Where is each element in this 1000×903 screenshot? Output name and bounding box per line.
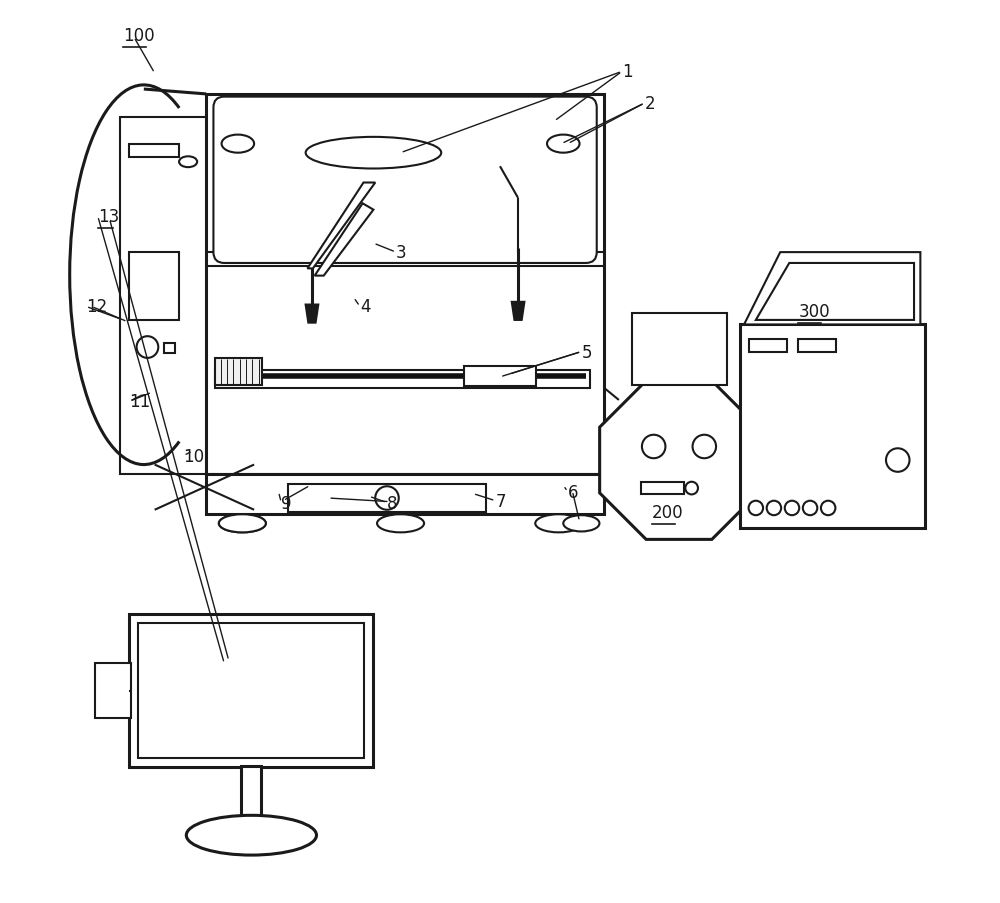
Bar <box>632 313 727 386</box>
Text: 6: 6 <box>568 483 578 501</box>
Bar <box>464 367 536 386</box>
Text: 4: 4 <box>360 298 370 316</box>
Polygon shape <box>756 264 914 321</box>
Bar <box>288 485 486 512</box>
Bar <box>129 144 179 158</box>
Circle shape <box>137 337 158 358</box>
Circle shape <box>767 501 781 516</box>
Ellipse shape <box>186 815 316 855</box>
Polygon shape <box>315 204 373 276</box>
Text: 200: 200 <box>652 504 683 522</box>
Polygon shape <box>512 303 524 321</box>
Bar <box>129 253 179 321</box>
Ellipse shape <box>222 135 254 154</box>
Ellipse shape <box>535 515 582 533</box>
Text: 7: 7 <box>495 492 506 510</box>
Circle shape <box>693 435 716 459</box>
Text: 2: 2 <box>645 95 655 113</box>
Ellipse shape <box>219 515 266 533</box>
Text: 11: 11 <box>129 393 151 411</box>
Polygon shape <box>600 381 758 540</box>
Bar <box>215 370 590 388</box>
Bar <box>206 95 604 474</box>
Bar <box>749 340 787 352</box>
Bar <box>641 482 684 495</box>
Polygon shape <box>306 305 318 323</box>
Circle shape <box>642 435 665 459</box>
Circle shape <box>821 501 835 516</box>
Text: 13: 13 <box>98 208 119 226</box>
Circle shape <box>803 501 817 516</box>
Polygon shape <box>744 253 920 325</box>
Bar <box>241 766 261 822</box>
Bar <box>164 343 175 354</box>
Circle shape <box>886 449 910 472</box>
Bar <box>215 358 262 386</box>
Text: 12: 12 <box>86 298 107 316</box>
Ellipse shape <box>563 516 599 532</box>
Polygon shape <box>307 183 375 269</box>
Bar <box>206 474 604 515</box>
Ellipse shape <box>547 135 580 154</box>
Text: 10: 10 <box>184 447 205 465</box>
Ellipse shape <box>377 515 424 533</box>
Ellipse shape <box>219 515 266 533</box>
Circle shape <box>785 501 799 516</box>
Text: 8: 8 <box>387 494 398 512</box>
Bar <box>798 340 836 352</box>
Bar <box>138 623 364 759</box>
Bar <box>740 325 925 528</box>
Circle shape <box>375 487 399 510</box>
Text: 1: 1 <box>622 63 633 81</box>
Circle shape <box>749 501 763 516</box>
Ellipse shape <box>179 157 197 168</box>
Text: 9: 9 <box>281 494 292 512</box>
Text: 300: 300 <box>798 303 830 321</box>
Bar <box>120 117 206 474</box>
Circle shape <box>685 482 698 495</box>
Ellipse shape <box>306 137 441 170</box>
Text: 3: 3 <box>396 244 407 262</box>
Bar <box>129 614 373 768</box>
FancyBboxPatch shape <box>213 98 597 264</box>
Text: 5: 5 <box>581 343 592 361</box>
Text: 100: 100 <box>123 27 155 45</box>
Bar <box>95 664 131 718</box>
